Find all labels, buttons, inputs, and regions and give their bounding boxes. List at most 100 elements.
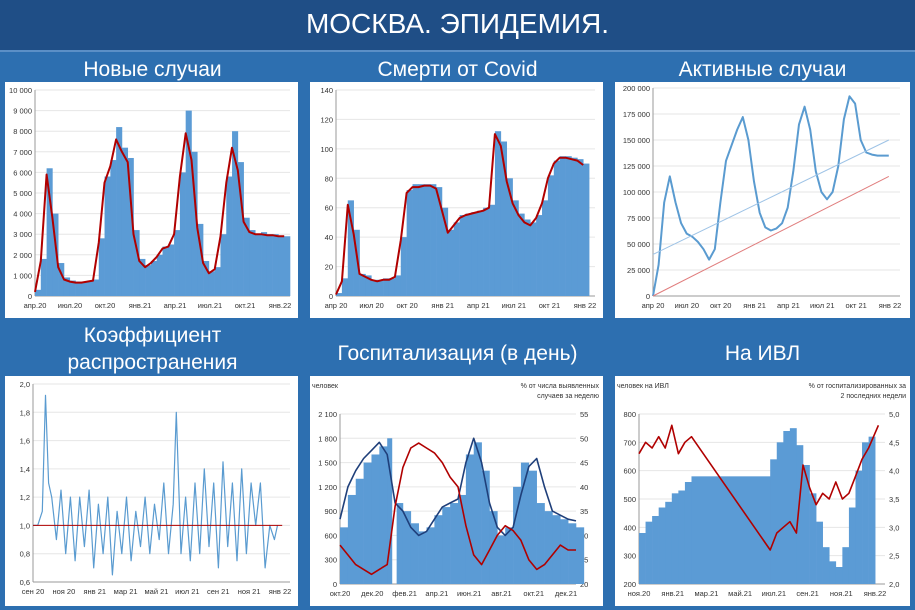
bar (430, 184, 437, 296)
x-tick-label: окт.21 (235, 301, 256, 310)
bar (396, 503, 404, 584)
bar (365, 275, 372, 296)
y-tick-label: 3 000 (13, 230, 32, 239)
bar (387, 438, 393, 584)
bar (347, 200, 354, 296)
y-tick-label: 140 (320, 86, 333, 95)
y2-tick-label: 45 (580, 459, 588, 468)
x-tick-label: май.21 (728, 589, 752, 598)
y-tick-label: 1,6 (20, 437, 30, 446)
bar (237, 162, 244, 296)
bar (542, 200, 549, 296)
y2-tick-label: 2,0 (889, 580, 899, 589)
bar (156, 254, 163, 296)
bar (855, 470, 863, 584)
bar (383, 278, 390, 296)
x-tick-label: июл.21 (762, 589, 786, 598)
bar (471, 212, 478, 296)
bar (796, 445, 804, 584)
x-tick-label: фев.21 (392, 589, 417, 598)
bar (512, 200, 519, 296)
y2-tick-label: 4,5 (889, 438, 899, 447)
bar (52, 213, 59, 296)
series-line (34, 132, 285, 293)
bar (266, 234, 273, 296)
x-tick-label: апр 21 (467, 301, 490, 310)
bar (477, 210, 484, 296)
bar (459, 215, 466, 296)
bar (809, 493, 817, 584)
y2-tick-label: 35 (580, 507, 588, 516)
bar (577, 159, 584, 296)
y-tick-label: 100 (320, 145, 333, 154)
bar (336, 293, 343, 296)
bar (553, 160, 560, 296)
bar (412, 184, 419, 296)
bar (116, 127, 123, 296)
bar (528, 470, 537, 584)
x-tick-label: сен.21 (796, 589, 819, 598)
y-tick-label: 1,0 (20, 521, 30, 530)
x-tick-label: янв 21 (83, 587, 106, 596)
bar (518, 213, 525, 296)
bar (473, 442, 482, 584)
series-line (652, 139, 890, 255)
right-unit-label: случаев за неделю (537, 393, 599, 400)
x-tick-label: июл 21 (175, 587, 199, 596)
bar (684, 482, 692, 584)
bar (441, 207, 449, 296)
chart-title-hospitalization: Госпитализация (в день) (337, 342, 578, 365)
x-tick-label: янв 21 (431, 301, 454, 310)
y2-tick-label: 55 (580, 410, 588, 419)
y-tick-label: 10 000 (9, 86, 32, 95)
bar (789, 428, 797, 584)
x-tick-label: дек.21 (555, 589, 577, 598)
bar (388, 278, 396, 296)
y-tick-label: 0 (646, 292, 650, 301)
x-tick-label: апр 20 (325, 301, 348, 310)
y2-tick-label: 40 (580, 483, 588, 492)
y-tick-label: 20 (325, 263, 333, 272)
y2-tick-label: 20 (580, 580, 588, 589)
bar (506, 178, 513, 296)
bar (371, 454, 380, 584)
x-tick-label: мар.21 (694, 589, 718, 598)
bar (278, 236, 285, 296)
y-tick-label: 8 000 (13, 127, 32, 136)
series-line (339, 437, 577, 537)
bar (341, 278, 349, 296)
y-tick-label: 7 000 (13, 148, 32, 157)
bar (450, 503, 459, 584)
x-tick-label: окт 21 (845, 301, 866, 310)
series-line (638, 424, 880, 551)
y-tick-label: 0 (28, 292, 32, 301)
bar (565, 156, 572, 296)
bar (848, 507, 856, 584)
bar (340, 527, 349, 584)
x-tick-label: янв 22 (879, 301, 902, 310)
y-tick-label: 1 200 (318, 483, 337, 492)
x-tick-label: сен 20 (22, 587, 45, 596)
y-tick-label: 75 000 (627, 214, 650, 223)
y-tick-label: 1 500 (318, 459, 337, 468)
y-tick-label: 50 000 (627, 240, 650, 249)
left-unit-label: человек на ИВЛ (617, 383, 669, 390)
bar (243, 217, 250, 296)
bar (347, 494, 357, 584)
bar (458, 494, 467, 584)
x-tick-label: ноя.20 (628, 589, 651, 598)
x-tick-label: янв.21 (661, 589, 684, 598)
bar (418, 531, 427, 584)
bar (379, 446, 388, 584)
x-tick-label: июл 20 (675, 301, 699, 310)
bar (520, 462, 530, 584)
chart-panel-active: 0 25 000 50 000 75 000 100 000 125 000 150 000… (615, 82, 910, 318)
chart-panel-new-cases: 0 1 000 2 000 3 000 4 000 5 000 6 000 7 000 8 00… (5, 82, 298, 318)
y-tick-label: 500 (623, 495, 636, 504)
chart-title-deaths: Смерти от Covid (377, 58, 538, 81)
bar (261, 232, 268, 296)
bar (110, 160, 117, 296)
right-unit-label: % от числа выявленных (521, 383, 600, 390)
y-tick-label: 120 (320, 115, 333, 124)
x-tick-label: ноя 20 (52, 587, 75, 596)
